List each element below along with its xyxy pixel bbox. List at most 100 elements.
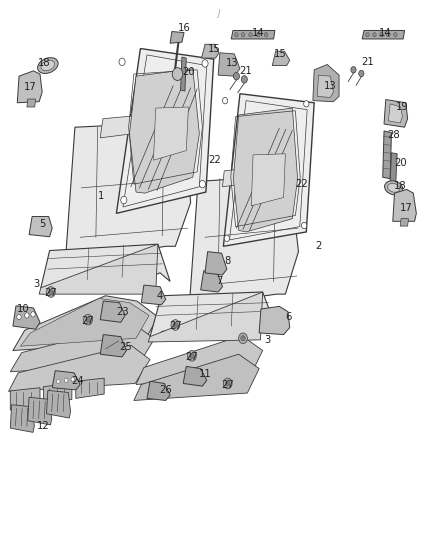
- Text: 5: 5: [39, 219, 46, 229]
- Circle shape: [25, 313, 29, 318]
- Text: 6: 6: [285, 312, 291, 322]
- Circle shape: [199, 180, 205, 188]
- Polygon shape: [317, 75, 333, 98]
- Polygon shape: [231, 30, 275, 39]
- Text: 12: 12: [37, 421, 50, 431]
- Polygon shape: [9, 345, 150, 391]
- Polygon shape: [46, 390, 71, 418]
- Polygon shape: [134, 354, 259, 400]
- Text: 28: 28: [387, 130, 400, 140]
- Polygon shape: [28, 397, 52, 425]
- Ellipse shape: [385, 181, 403, 195]
- Text: 22: 22: [296, 179, 308, 189]
- Text: 21: 21: [239, 66, 251, 76]
- Text: 11: 11: [199, 369, 212, 379]
- Text: 19: 19: [396, 102, 409, 112]
- Text: 15: 15: [208, 44, 221, 53]
- Polygon shape: [100, 114, 161, 138]
- Circle shape: [235, 33, 238, 37]
- Polygon shape: [52, 370, 80, 390]
- Polygon shape: [189, 175, 298, 306]
- Polygon shape: [218, 53, 240, 76]
- Text: 24: 24: [71, 376, 83, 386]
- Polygon shape: [147, 381, 170, 400]
- Polygon shape: [130, 69, 199, 193]
- Text: 26: 26: [159, 385, 172, 395]
- Circle shape: [304, 101, 309, 107]
- Polygon shape: [13, 306, 40, 329]
- Polygon shape: [233, 108, 297, 232]
- Circle shape: [373, 33, 376, 37]
- Text: 10: 10: [17, 304, 30, 314]
- Text: 7: 7: [216, 277, 222, 286]
- Circle shape: [241, 33, 245, 37]
- Circle shape: [239, 333, 247, 344]
- Polygon shape: [180, 57, 186, 91]
- Circle shape: [241, 76, 247, 83]
- Ellipse shape: [388, 183, 400, 192]
- Polygon shape: [393, 189, 417, 221]
- Polygon shape: [100, 301, 125, 322]
- Circle shape: [394, 33, 397, 37]
- Circle shape: [49, 289, 53, 295]
- Circle shape: [121, 196, 127, 204]
- Polygon shape: [41, 244, 170, 294]
- Circle shape: [387, 33, 390, 37]
- Text: J: J: [218, 9, 220, 18]
- Circle shape: [233, 72, 240, 80]
- Text: 20: 20: [394, 158, 406, 168]
- Polygon shape: [201, 271, 223, 292]
- Polygon shape: [148, 292, 263, 342]
- Circle shape: [351, 67, 356, 73]
- Text: 23: 23: [117, 306, 129, 317]
- Polygon shape: [11, 387, 40, 410]
- Polygon shape: [205, 252, 227, 275]
- Circle shape: [380, 33, 383, 37]
- Polygon shape: [65, 122, 191, 262]
- Circle shape: [64, 378, 68, 382]
- Text: 27: 27: [221, 379, 234, 390]
- Text: 22: 22: [208, 155, 221, 165]
- Circle shape: [202, 60, 208, 67]
- Text: 3: 3: [33, 279, 39, 288]
- Text: 13: 13: [324, 81, 337, 91]
- Text: 18: 18: [394, 181, 406, 191]
- Text: 14: 14: [252, 28, 265, 38]
- Circle shape: [119, 58, 125, 66]
- Polygon shape: [13, 296, 158, 351]
- Polygon shape: [153, 107, 188, 160]
- Circle shape: [171, 320, 180, 330]
- Ellipse shape: [41, 60, 55, 71]
- Text: 21: 21: [361, 57, 374, 67]
- Text: 27: 27: [169, 321, 182, 331]
- Polygon shape: [259, 306, 290, 335]
- Circle shape: [223, 378, 232, 389]
- Text: 1: 1: [98, 191, 104, 201]
- Polygon shape: [251, 154, 286, 206]
- Ellipse shape: [38, 58, 58, 74]
- Text: 3: 3: [264, 335, 270, 345]
- Polygon shape: [183, 367, 207, 386]
- Text: 14: 14: [378, 28, 391, 38]
- Polygon shape: [117, 49, 214, 213]
- Circle shape: [257, 33, 260, 37]
- Text: 25: 25: [119, 342, 131, 352]
- Polygon shape: [272, 51, 290, 66]
- Polygon shape: [29, 216, 52, 237]
- Circle shape: [226, 381, 230, 386]
- Polygon shape: [136, 336, 263, 384]
- Circle shape: [366, 33, 369, 37]
- Circle shape: [46, 287, 55, 297]
- Text: 17: 17: [24, 82, 37, 92]
- Polygon shape: [400, 219, 409, 226]
- Text: 20: 20: [182, 68, 195, 77]
- Polygon shape: [384, 100, 408, 127]
- Text: 27: 27: [81, 316, 95, 326]
- Circle shape: [57, 379, 60, 383]
- Polygon shape: [20, 298, 149, 346]
- Polygon shape: [170, 31, 184, 43]
- Circle shape: [187, 351, 196, 361]
- Polygon shape: [43, 383, 72, 403]
- Polygon shape: [141, 285, 166, 305]
- Circle shape: [359, 70, 364, 77]
